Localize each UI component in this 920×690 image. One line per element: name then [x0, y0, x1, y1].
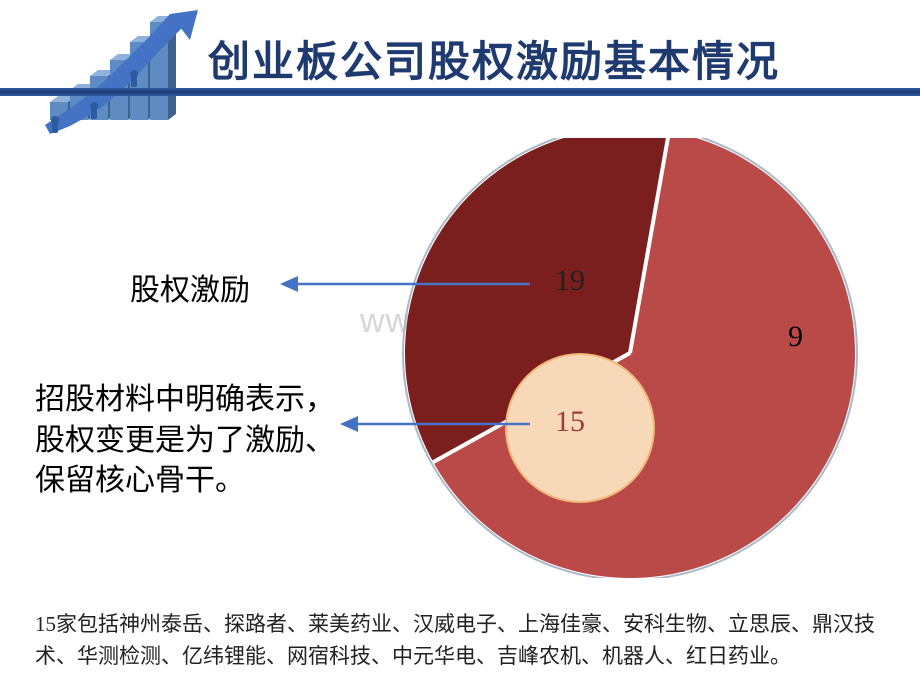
pie-value-19: 19	[555, 264, 585, 298]
label-equity-incentive: 股权激励	[130, 265, 250, 309]
label2-line1: 招股材料中明确表示，	[35, 383, 335, 416]
header-decor-icon	[30, 10, 200, 140]
pie-chart	[390, 138, 870, 578]
arrow-to-15	[340, 412, 530, 442]
header: 创业板公司股权激励基本情况	[0, 0, 920, 130]
arrow-to-19	[280, 272, 530, 302]
page-title: 创业板公司股权激励基本情况	[208, 28, 780, 89]
pie-inner-value-15: 15	[555, 405, 585, 439]
footer-companies: 15家包括神州泰岳、探路者、莱美药业、汉威电子、上海佳豪、安科生物、立思辰、鼎汉…	[35, 609, 885, 672]
label2-line3: 保留核心骨干。	[35, 464, 245, 497]
pie-value-9: 9	[788, 320, 803, 354]
label2-line2: 股权变更是为了激励、	[35, 424, 335, 457]
title-underline	[0, 88, 920, 96]
label-prospectus-note: 招股材料中明确表示， 股权变更是为了激励、 保留核心骨干。	[35, 380, 335, 502]
